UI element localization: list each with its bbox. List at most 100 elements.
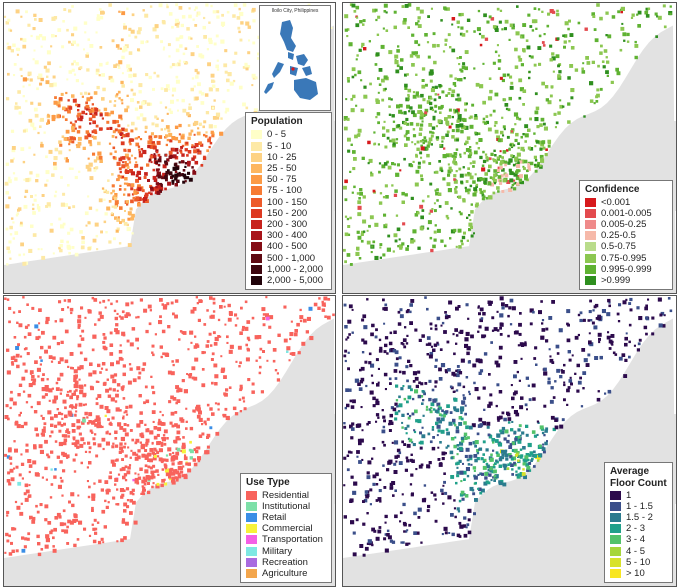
legend-label: Transportation bbox=[262, 534, 323, 546]
legend-swatch bbox=[251, 164, 262, 174]
legend-label: 200 - 300 bbox=[267, 218, 308, 230]
legend-swatch bbox=[246, 546, 257, 556]
legend-label: 5 - 10 bbox=[626, 556, 651, 568]
locator-inset: Iloilo City, Philippines bbox=[259, 5, 331, 111]
legend-title: Use Type bbox=[246, 476, 290, 488]
legend-swatch bbox=[251, 197, 262, 207]
legend-label: Military bbox=[262, 545, 293, 557]
legend-label: > 10 bbox=[626, 567, 645, 579]
legend-label: Commercial bbox=[262, 523, 313, 535]
legend-item: Military bbox=[246, 545, 326, 557]
legend-label: 5 - 10 bbox=[267, 140, 292, 152]
legend-item: 5 - 10 bbox=[251, 141, 326, 152]
legend-item: Recreation bbox=[246, 557, 326, 568]
legend-swatch bbox=[246, 501, 257, 511]
legend-swatch bbox=[610, 557, 621, 567]
legend-item: Residential bbox=[246, 490, 326, 501]
legend-item: Transportation bbox=[246, 534, 326, 545]
legend-item: 1 - 1.5 bbox=[610, 501, 667, 512]
legend-swatch bbox=[246, 524, 257, 534]
philippines-locator-map bbox=[264, 20, 318, 100]
legend-item: 0.995-0.999 bbox=[585, 264, 667, 275]
legend-label: 50 - 75 bbox=[267, 174, 297, 186]
legend-swatch bbox=[246, 535, 257, 545]
legend-item: Agriculture bbox=[246, 568, 326, 579]
legend-swatch bbox=[251, 219, 262, 229]
legend-swatch bbox=[251, 208, 262, 218]
legend-swatch bbox=[610, 568, 621, 578]
legend-label: 1.5 - 2 bbox=[626, 511, 653, 523]
legend-item: 500 - 1,000 bbox=[251, 252, 326, 264]
legend-item: 150 - 200 bbox=[251, 208, 326, 219]
legend-swatch bbox=[585, 208, 596, 218]
legend-label: 1,000 - 2,000 bbox=[267, 263, 323, 275]
legend-item: Institutional bbox=[246, 501, 326, 512]
legend-swatch bbox=[585, 219, 596, 229]
legend-label: 75 - 100 bbox=[267, 185, 302, 197]
legend-label: 300 - 400 bbox=[267, 230, 308, 242]
legend-swatch bbox=[585, 253, 596, 263]
legend-item: 300 - 400 bbox=[251, 230, 326, 241]
confidence-map-panel[interactable]: Confidence <0.001 0.001-0.005 0.005-0.25 0.… bbox=[342, 2, 677, 294]
legend-label: 10 - 25 bbox=[267, 151, 297, 163]
legend-swatch bbox=[246, 490, 257, 500]
legend-item: 75 - 100 bbox=[251, 185, 326, 196]
legend-item: 5 - 10 bbox=[610, 557, 667, 568]
legend-item: 200 - 300 bbox=[251, 219, 326, 230]
legend-label: 150 - 200 bbox=[267, 207, 308, 219]
legend-item: >0.999 bbox=[585, 275, 667, 286]
legend-item: 4 - 5 bbox=[610, 545, 667, 557]
legend-label: 100 - 150 bbox=[267, 196, 308, 208]
legend-item: 50 - 75 bbox=[251, 174, 326, 185]
legend-item: 400 - 500 bbox=[251, 241, 326, 252]
use-type-map-panel[interactable]: Use Type Residential Institutional Retail C… bbox=[3, 295, 336, 587]
legend-item: Retail bbox=[246, 512, 326, 523]
legend-item: 0.5-0.75 bbox=[585, 241, 667, 252]
legend-swatch bbox=[585, 242, 596, 252]
legend-label: Institutional bbox=[262, 500, 311, 512]
legend-label: 1 - 1.5 bbox=[626, 500, 653, 512]
legend-item: 0.005-0.25 bbox=[585, 219, 667, 230]
inset-title: Iloilo City, Philippines bbox=[271, 8, 319, 14]
legend-label: 0.5-0.75 bbox=[601, 241, 636, 253]
legend-title: Population bbox=[251, 116, 303, 128]
legend-swatch bbox=[610, 512, 621, 522]
legend-swatch bbox=[251, 152, 262, 162]
legend-swatch bbox=[585, 197, 596, 207]
population-map-panel[interactable]: Iloilo City, Philippines Population 0 - … bbox=[3, 2, 336, 294]
legend-item: > 10 bbox=[610, 568, 667, 579]
floor-count-map[interactable] bbox=[343, 296, 676, 586]
legend-label: Residential bbox=[262, 489, 309, 501]
legend-label: 2 - 3 bbox=[626, 523, 646, 535]
legend-item: <0.001 bbox=[585, 197, 667, 208]
legend-label: 0.995-0.999 bbox=[601, 263, 652, 275]
legend-swatch bbox=[610, 524, 621, 534]
use-type-legend: Use Type Residential Institutional Retail C… bbox=[240, 472, 332, 583]
legend-item: 3 - 4 bbox=[610, 534, 667, 545]
legend-swatch bbox=[251, 186, 262, 196]
legend-swatch bbox=[251, 130, 262, 140]
legend-swatch bbox=[610, 546, 621, 556]
legend-swatch bbox=[610, 490, 621, 500]
legend-label: <0.001 bbox=[601, 196, 631, 208]
legend-label: 400 - 500 bbox=[267, 241, 308, 253]
legend-swatch bbox=[585, 275, 596, 285]
legend-label: Retail bbox=[262, 511, 287, 523]
legend-swatch bbox=[251, 264, 262, 274]
legend-label: 0 - 5 bbox=[267, 129, 287, 141]
legend-label: 0.25-0.5 bbox=[601, 230, 636, 242]
legend-item: 1.5 - 2 bbox=[610, 512, 667, 523]
legend-label: 500 - 1,000 bbox=[267, 252, 316, 264]
confidence-legend: Confidence <0.001 0.001-0.005 0.005-0.25 0.… bbox=[579, 179, 673, 290]
legend-swatch bbox=[251, 242, 262, 252]
legend-item: 1,000 - 2,000 bbox=[251, 264, 326, 275]
legend-swatch bbox=[251, 141, 262, 151]
legend-label: 25 - 50 bbox=[267, 163, 297, 175]
legend-title: Confidence bbox=[585, 183, 640, 195]
legend-swatch bbox=[246, 568, 257, 578]
legend-swatch bbox=[246, 512, 257, 522]
legend-title-line-1: Average bbox=[610, 465, 650, 477]
